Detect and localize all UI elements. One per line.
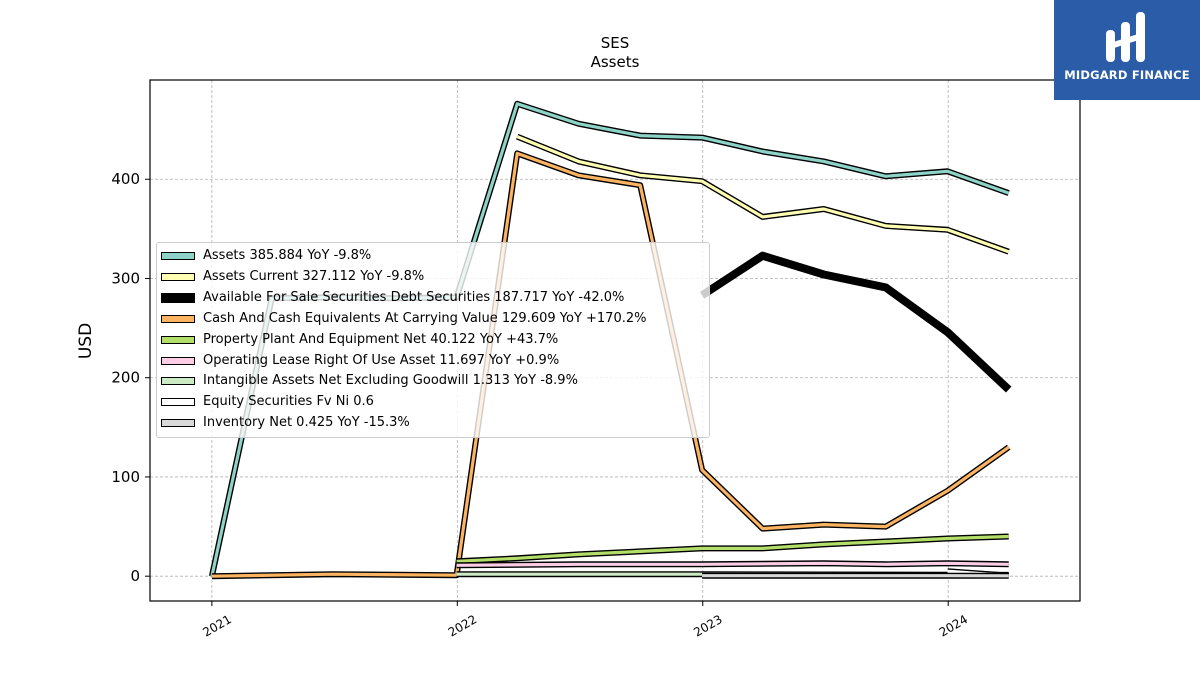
series-operating-lease-right-of-use-asset [456,560,1009,569]
series-line [456,534,1009,563]
y-axis-label: USD [76,323,96,359]
legend-swatch [161,335,195,344]
company-logo: MIDGARD FINANCE [1054,0,1200,100]
legend-label: Assets Current 327.112 YoY -9.8% [203,268,425,284]
legend-swatch [161,272,195,281]
y-tick-label: 400 [111,170,140,188]
series-line [699,251,1012,393]
x-tick-label: 2021 [200,612,233,639]
legend-item: Assets 385.884 YoY -9.8% [157,246,709,266]
legend-item: Operating Lease Right Of Use Asset 11.69… [157,351,709,371]
legend-swatch [161,314,195,323]
legend-item: Inventory Net 0.425 YoY -15.3% [157,413,709,433]
legend-label: Available For Sale Securities Debt Secur… [203,289,625,305]
series-line [456,561,1009,567]
chart-subtitle: Assets [591,53,640,71]
legend-item: Available For Sale Securities Debt Secur… [157,288,709,308]
legend-label: Inventory Net 0.425 YoY -15.3% [203,415,410,431]
legend-label: Operating Lease Right Of Use Asset 11.69… [203,352,560,368]
legend-item: Equity Securities Fv Ni 0.6 [157,392,709,412]
series-property-plant-and-equipment-net [456,533,1009,565]
legend-label: Assets 385.884 YoY -9.8% [203,248,372,263]
legend-swatch [161,252,195,260]
legend-item: Assets Current 327.112 YoY -9.8% [157,267,709,287]
series-available-for-sale-securities-debt-securities [699,251,1012,393]
chart-title: SES [601,34,630,52]
legend-label: Cash And Cash Equivalents At Carrying Va… [203,310,647,326]
x-tick-label: 2024 [937,612,970,639]
legend-swatch [161,377,195,386]
y-tick-label: 200 [111,369,140,387]
legend-label: Property Plant And Equipment Net 40.122 … [203,331,559,347]
y-tick-label: 0 [130,567,140,585]
x-tick-label: 2023 [691,612,724,639]
legend-swatch [161,398,195,407]
legend-label: Equity Securities Fv Ni 0.6 [203,394,374,410]
legend-item: Intangible Assets Net Excluding Goodwill… [157,371,709,391]
series-line [516,135,1010,254]
series-assets-current [516,133,1010,255]
logo-text: MIDGARD FINANCE [1064,68,1190,82]
series-lines [208,100,1012,580]
plot-frame [149,79,1081,602]
legend-label: Intangible Assets Net Excluding Goodwill… [203,373,578,389]
chart-legend: Assets 385.884 YoY -9.8% Assets Current 3… [156,242,710,438]
y-tick-label: 300 [111,269,140,287]
legend-item: Property Plant And Equipment Net 40.122 … [157,330,709,350]
legend-swatch [161,419,195,428]
legend-swatch [161,292,195,303]
y-tick-label: 100 [111,468,140,486]
x-tick-label: 2022 [446,612,479,639]
legend-item: Cash And Cash Equivalents At Carrying Va… [157,309,709,329]
legend-swatch [161,356,195,365]
midgard-logo-icon [1106,12,1145,62]
